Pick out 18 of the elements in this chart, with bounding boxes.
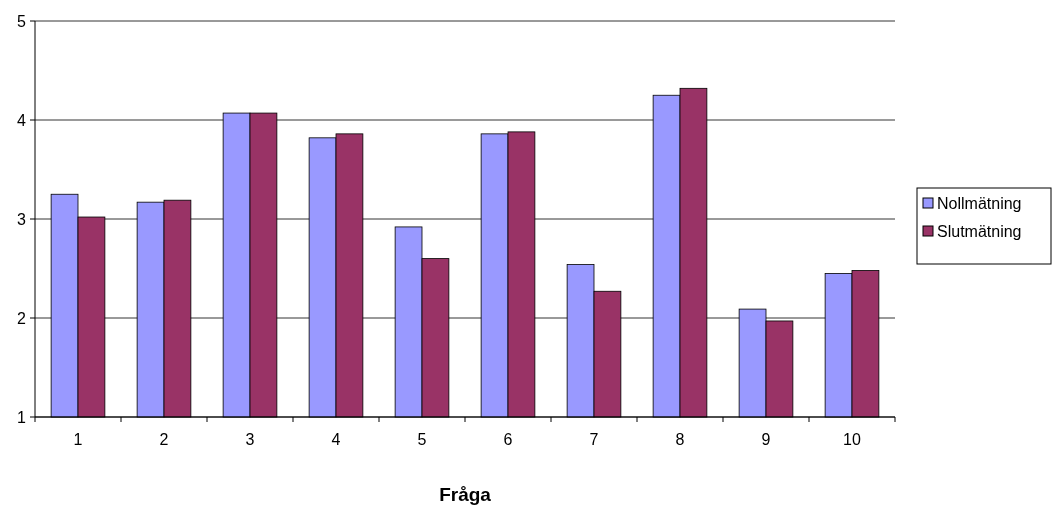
- x-tick-label: 6: [503, 431, 513, 448]
- x-tick-label: 4: [331, 431, 341, 448]
- y-tick-label: 1: [17, 408, 27, 426]
- y-tick-label: 3: [17, 210, 27, 228]
- x-tick-label: 9: [761, 431, 771, 448]
- y-tick-label: 5: [17, 12, 27, 30]
- x-tick-label: 8: [675, 431, 685, 448]
- legend-label: Nollmätning: [937, 194, 1022, 212]
- x-tick-label: 2: [159, 431, 169, 448]
- x-tick-label: 7: [589, 431, 599, 448]
- legend-label: Slutmätning: [937, 222, 1022, 240]
- x-axis-title: Fråga: [439, 484, 492, 505]
- x-tick-label: 3: [245, 431, 255, 448]
- y-tick-label: 2: [17, 309, 27, 327]
- x-tick-label: 5: [417, 431, 427, 448]
- y-tick-label: 4: [17, 111, 27, 129]
- x-tick-label: 10: [843, 431, 861, 448]
- x-tick-label: 1: [73, 431, 83, 448]
